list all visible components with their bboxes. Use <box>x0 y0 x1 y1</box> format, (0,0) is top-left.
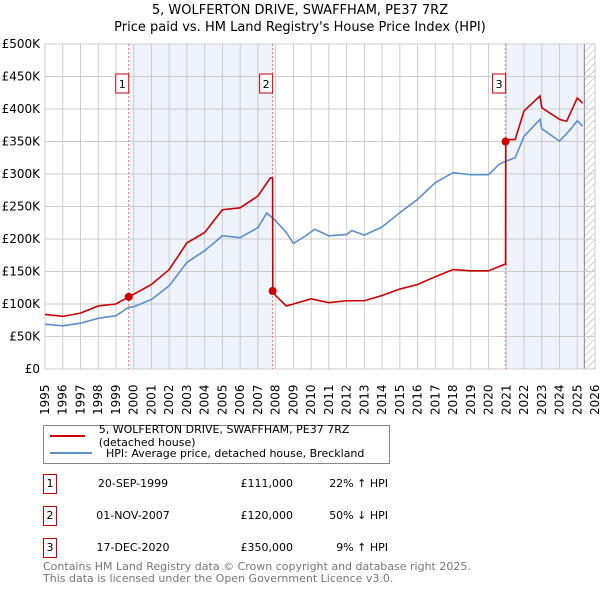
x-tick-label: 1999 <box>109 384 123 415</box>
x-tick-label: 1997 <box>73 384 87 415</box>
transaction-marker: 3 <box>43 538 57 558</box>
legend: 5, WOLFERTON DRIVE, SWAFFHAM, PE37 7RZ (… <box>43 423 390 464</box>
transaction-hpi: 9% ↑ HPI <box>336 541 388 554</box>
x-tick-label: 2013 <box>357 384 371 415</box>
transaction-marker: 1 <box>43 474 57 494</box>
x-tick-label: 2008 <box>269 384 283 415</box>
transaction-row: 2 01-NOV-2007 £120,000 50% ↓ HPI <box>43 506 443 526</box>
transaction-price: £111,000 <box>240 477 294 490</box>
transaction-marker: 2 <box>43 506 57 526</box>
x-tick-label: 2014 <box>375 384 389 415</box>
x-tick-label: 2019 <box>464 384 478 415</box>
x-tick-label: 1996 <box>56 384 70 415</box>
footer-licence: This data is licensed under the Open Gov… <box>43 572 394 585</box>
x-tick-label: 2021 <box>499 384 513 415</box>
x-tick-label: 2022 <box>517 384 531 415</box>
price-chart: 1995 1996 1997 1998 1999 2000 2001 2002 2003 2004… <box>2 37 600 415</box>
x-tick-label: 2000 <box>127 384 141 415</box>
transaction-hpi: 50% ↓ HPI <box>329 509 388 522</box>
y-tick-label: £150K <box>2 265 42 279</box>
x-tick-label: 2026 <box>588 384 600 415</box>
sale-marker-label: 2 <box>263 78 270 91</box>
sale-marker-label: 3 <box>496 78 503 91</box>
transaction-hpi: 22% ↑ HPI <box>329 477 388 490</box>
y-tick-label: £400K <box>2 102 42 116</box>
legend-swatch-blue <box>50 452 92 454</box>
y-tick-label: £300K <box>2 167 42 181</box>
chart-subtitle: Price paid vs. HM Land Registry's House … <box>114 20 486 35</box>
sale-marker-box <box>259 73 274 94</box>
hpi-series-line <box>44 117 584 327</box>
x-tick-label: 2009 <box>286 384 300 415</box>
x-tick-label: 1995 <box>38 384 52 415</box>
y-tick-label: £350K <box>2 135 42 149</box>
x-tick-label: 2023 <box>535 384 549 415</box>
sale-point <box>268 287 277 295</box>
transaction-row: 3 17-DEC-2020 £350,000 9% ↑ HPI <box>43 538 443 558</box>
x-tick-label: 2016 <box>411 384 425 415</box>
x-tick-label: 2010 <box>304 384 318 415</box>
transaction-price: £350,000 <box>240 541 294 554</box>
property-series-line <box>44 94 584 318</box>
y-tick-label: £500K <box>2 37 42 51</box>
transaction-row: 1 20-SEP-1999 £111,000 22% ↑ HPI <box>43 474 443 494</box>
x-tick-label: 2025 <box>570 384 584 415</box>
footer-copyright: Contains HM Land Registry data © Crown c… <box>43 560 471 573</box>
x-tick-label: 2002 <box>162 384 176 415</box>
x-tick-label: 2011 <box>322 384 336 415</box>
x-tick-label: 2015 <box>393 384 407 415</box>
y-tick-label: £0 <box>25 362 40 376</box>
transaction-date: 17-DEC-2020 <box>96 541 170 554</box>
x-tick-label: 2006 <box>233 384 247 415</box>
plot-frame <box>44 43 596 370</box>
sale-marker-box <box>492 73 507 94</box>
chart-title: 5, WOLFERTON DRIVE, SWAFFHAM, PE37 7RZ <box>151 3 449 18</box>
x-tick-label: 1998 <box>91 384 105 415</box>
sale-marker-label: 1 <box>119 78 126 91</box>
legend-item-hpi: HPI: Average price, detached house, Brec… <box>50 445 364 461</box>
legend-label: HPI: Average price, detached house, Brec… <box>106 446 365 460</box>
x-tick-label: 2020 <box>482 384 496 415</box>
x-tick-label: 2004 <box>198 384 212 415</box>
sale-point <box>124 292 133 301</box>
transaction-date: 20-SEP-1999 <box>97 477 169 490</box>
x-tick-label: 2024 <box>553 384 567 415</box>
sale-marker-box <box>115 73 130 94</box>
x-tick-label: 2005 <box>215 384 229 415</box>
y-tick-label: £200K <box>2 232 42 246</box>
transaction-price: £120,000 <box>240 509 294 522</box>
x-tick-label: 2017 <box>428 384 442 415</box>
legend-swatch-red <box>50 435 85 437</box>
y-tick-label: £50K <box>9 330 41 344</box>
legend-item-property: 5, WOLFERTON DRIVE, SWAFFHAM, PE37 7RZ (… <box>50 423 389 449</box>
x-tick-label: 2018 <box>446 384 460 415</box>
y-tick-label: £100K <box>2 297 42 311</box>
x-tick-label: 2003 <box>180 384 194 415</box>
x-tick-label: 2012 <box>340 384 354 415</box>
x-tick-label: 2001 <box>144 384 158 415</box>
legend-label: 5, WOLFERTON DRIVE, SWAFFHAM, PE37 7RZ (… <box>98 423 350 449</box>
sale-point <box>501 137 510 146</box>
x-tick-label: 2007 <box>251 384 265 415</box>
transaction-date: 01-NOV-2007 <box>96 509 170 522</box>
y-tick-label: £450K <box>2 70 42 84</box>
y-tick-label: £250K <box>2 200 42 214</box>
